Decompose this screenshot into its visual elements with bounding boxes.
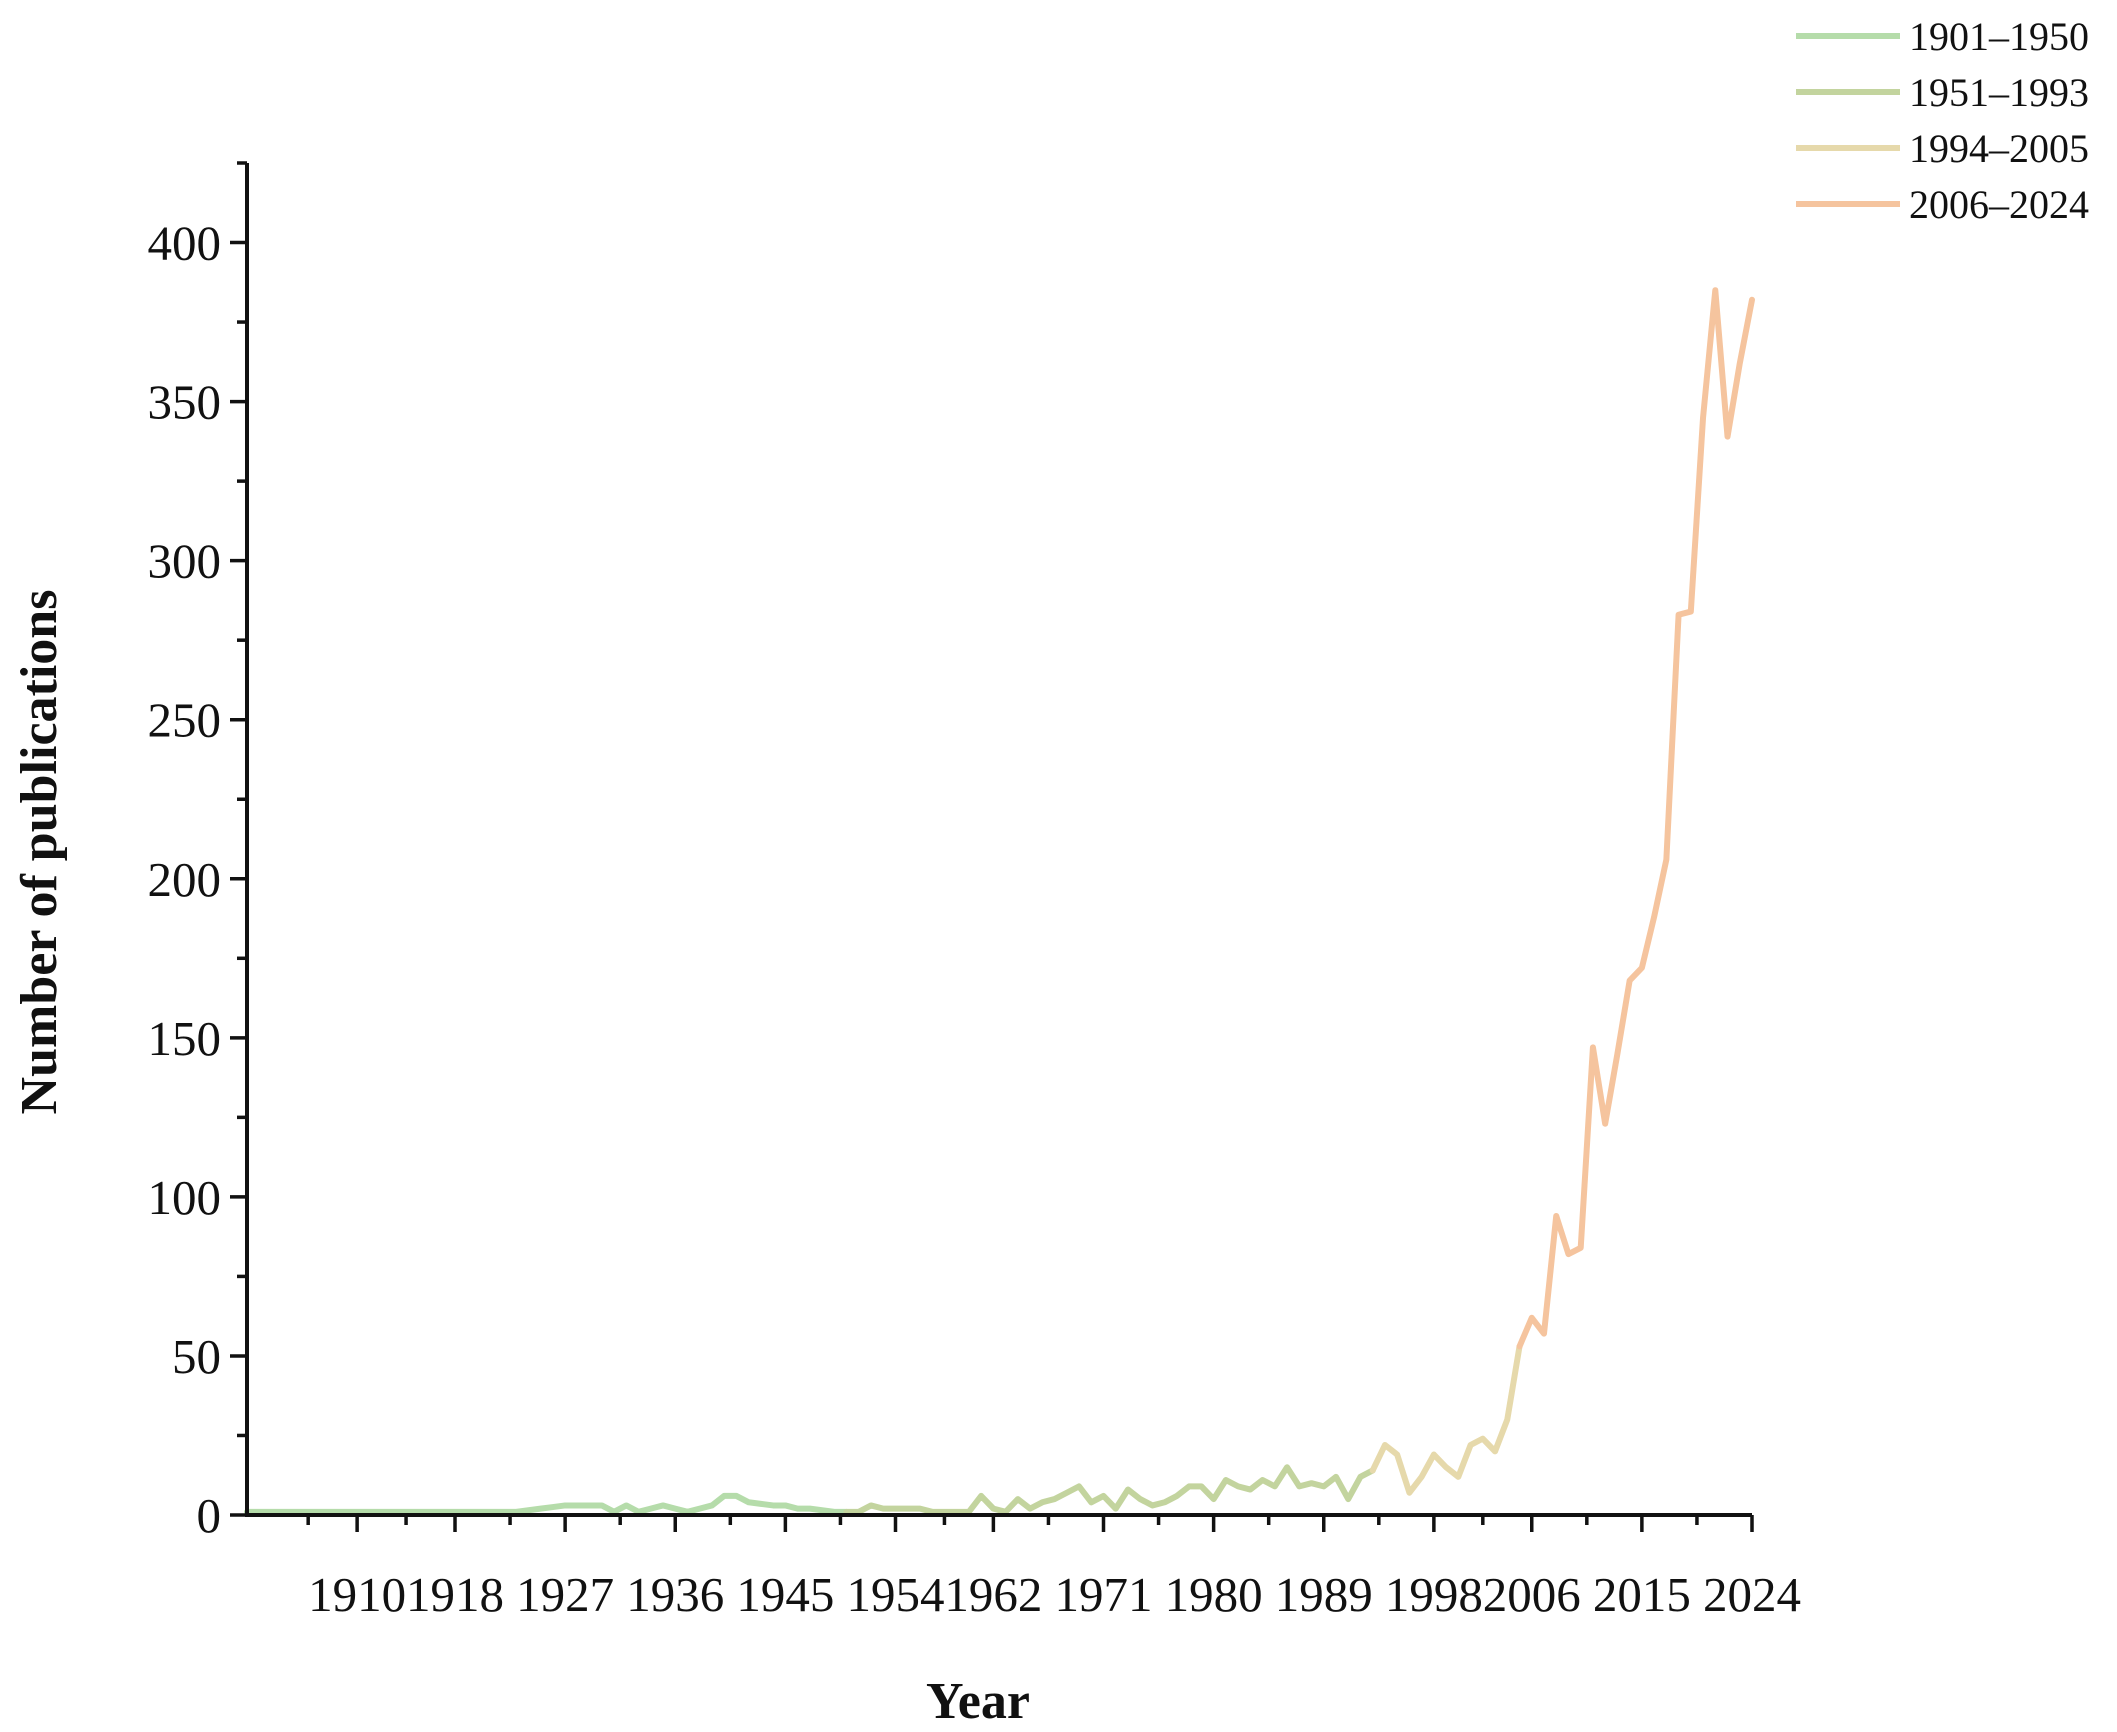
y-tick-label: 50 — [172, 1329, 221, 1384]
legend-label-3: 1994–2005 — [1909, 126, 2089, 171]
x-tick-label: 1945 — [736, 1567, 834, 1622]
x-tick-label: 1910 — [308, 1567, 406, 1622]
y-tick-label: 200 — [148, 852, 222, 907]
axes: 0 50 100 150 200 250 300 350 400 1910 1918 1927 1936… — [148, 161, 1801, 1622]
legend-label-2: 1951–1993 — [1909, 70, 2089, 115]
x-tick-label: 1918 — [406, 1567, 504, 1622]
series-line-2 — [843, 1464, 1376, 1515]
legend-label-4: 2006–2024 — [1909, 182, 2089, 227]
series-line-4 — [1516, 287, 1755, 1350]
y-tick-label: 300 — [148, 534, 222, 589]
legend: 1901–1950 1951–1993 1994–2005 2006–2024 — [1796, 14, 2089, 227]
series-line-1 — [244, 1492, 850, 1515]
legend-label-1: 1901–1950 — [1909, 14, 2089, 59]
y-tick-label: 100 — [148, 1170, 222, 1225]
y-tick-label: 250 — [148, 693, 222, 748]
x-tick-label: 2015 — [1593, 1567, 1691, 1622]
x-tick-label: 1989 — [1275, 1567, 1373, 1622]
x-tick-label: 2024 — [1703, 1567, 1801, 1622]
x-tick-label: 1998 — [1385, 1567, 1483, 1622]
x-tick-label: 1971 — [1055, 1567, 1153, 1622]
plot-lines — [244, 287, 1755, 1515]
y-tick-label: 0 — [197, 1488, 222, 1543]
series-line-3 — [1369, 1343, 1523, 1496]
x-tick-label: 2006 — [1483, 1567, 1581, 1622]
x-tick-label: 1962 — [944, 1567, 1042, 1622]
y-axis-title: Number of publications — [11, 590, 68, 1115]
x-tick-label: 1980 — [1165, 1567, 1263, 1622]
y-tick-label: 150 — [148, 1011, 222, 1066]
y-tick-label: 400 — [148, 216, 222, 271]
y-tick-label: 350 — [148, 375, 222, 430]
x-tick-label: 1927 — [516, 1567, 614, 1622]
x-tick-label: 1936 — [626, 1567, 724, 1622]
x-axis-title: Year — [926, 1673, 1030, 1730]
x-tick-label: 1954 — [846, 1567, 944, 1622]
